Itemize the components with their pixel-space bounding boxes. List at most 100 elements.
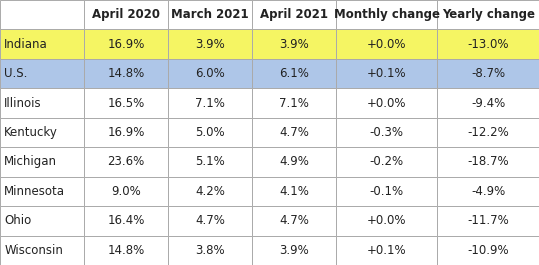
Bar — [336, 0, 438, 29]
Text: 16.9%: 16.9% — [107, 126, 144, 139]
Bar — [252, 177, 336, 206]
Text: -8.7%: -8.7% — [471, 67, 505, 80]
Bar — [84, 118, 168, 147]
Text: -0.3%: -0.3% — [370, 126, 404, 139]
Bar — [84, 59, 168, 88]
Text: -0.2%: -0.2% — [370, 156, 404, 169]
Text: 4.9%: 4.9% — [279, 156, 309, 169]
Bar — [336, 29, 438, 59]
Text: U.S.: U.S. — [4, 67, 27, 80]
Bar — [168, 236, 252, 265]
Text: March 2021: March 2021 — [171, 8, 248, 21]
Text: 3.9%: 3.9% — [279, 38, 309, 51]
Bar — [252, 118, 336, 147]
Bar — [84, 29, 168, 59]
Text: Monthly change: Monthly change — [334, 8, 440, 21]
Bar — [84, 206, 168, 236]
Bar — [438, 59, 539, 88]
Text: 14.8%: 14.8% — [107, 67, 144, 80]
Bar — [252, 206, 336, 236]
Text: -10.9%: -10.9% — [467, 244, 509, 257]
Text: -9.4%: -9.4% — [471, 96, 506, 109]
Bar — [252, 59, 336, 88]
Bar — [336, 147, 438, 177]
Text: Wisconsin: Wisconsin — [4, 244, 63, 257]
Bar — [0, 29, 84, 59]
Bar — [0, 88, 84, 118]
Bar — [336, 206, 438, 236]
Bar — [168, 206, 252, 236]
Text: Ohio: Ohio — [4, 214, 32, 227]
Bar — [336, 88, 438, 118]
Bar — [84, 147, 168, 177]
Text: 16.9%: 16.9% — [107, 38, 144, 51]
Text: 3.9%: 3.9% — [195, 38, 225, 51]
Bar — [168, 118, 252, 147]
Text: 16.4%: 16.4% — [107, 214, 144, 227]
Text: -13.0%: -13.0% — [467, 38, 509, 51]
Text: 4.1%: 4.1% — [279, 185, 309, 198]
Bar — [252, 88, 336, 118]
Bar — [252, 0, 336, 29]
Text: 6.1%: 6.1% — [279, 67, 309, 80]
Bar — [438, 236, 539, 265]
Bar — [336, 118, 438, 147]
Text: -11.7%: -11.7% — [467, 214, 509, 227]
Bar — [168, 177, 252, 206]
Text: 7.1%: 7.1% — [279, 96, 309, 109]
Bar — [0, 147, 84, 177]
Bar — [168, 29, 252, 59]
Text: 4.7%: 4.7% — [279, 214, 309, 227]
Text: +0.0%: +0.0% — [367, 96, 406, 109]
Bar — [336, 236, 438, 265]
Text: 4.2%: 4.2% — [195, 185, 225, 198]
Bar — [84, 236, 168, 265]
Text: 5.0%: 5.0% — [195, 126, 225, 139]
Bar — [252, 236, 336, 265]
Bar — [0, 0, 84, 29]
Bar — [84, 177, 168, 206]
Bar — [336, 59, 438, 88]
Text: Michigan: Michigan — [4, 156, 57, 169]
Text: -18.7%: -18.7% — [467, 156, 509, 169]
Text: 4.7%: 4.7% — [279, 126, 309, 139]
Text: Kentucky: Kentucky — [4, 126, 58, 139]
Text: April 2021: April 2021 — [260, 8, 328, 21]
Text: 3.8%: 3.8% — [195, 244, 225, 257]
Text: +0.1%: +0.1% — [367, 67, 406, 80]
Text: +0.1%: +0.1% — [367, 244, 406, 257]
Text: 3.9%: 3.9% — [279, 244, 309, 257]
Bar — [252, 147, 336, 177]
Bar — [438, 147, 539, 177]
Bar — [438, 88, 539, 118]
Bar — [0, 59, 84, 88]
Bar — [84, 88, 168, 118]
Bar — [438, 118, 539, 147]
Bar — [84, 0, 168, 29]
Bar — [0, 236, 84, 265]
Text: April 2020: April 2020 — [92, 8, 160, 21]
Text: Indiana: Indiana — [4, 38, 48, 51]
Bar — [168, 147, 252, 177]
Text: Yearly change: Yearly change — [442, 8, 535, 21]
Text: -12.2%: -12.2% — [467, 126, 509, 139]
Bar — [438, 0, 539, 29]
Text: 16.5%: 16.5% — [107, 96, 144, 109]
Bar — [0, 177, 84, 206]
Bar — [168, 0, 252, 29]
Text: 5.1%: 5.1% — [195, 156, 225, 169]
Bar — [0, 118, 84, 147]
Bar — [168, 59, 252, 88]
Text: 7.1%: 7.1% — [195, 96, 225, 109]
Text: +0.0%: +0.0% — [367, 214, 406, 227]
Bar — [252, 29, 336, 59]
Text: 23.6%: 23.6% — [107, 156, 144, 169]
Text: -4.9%: -4.9% — [471, 185, 506, 198]
Text: 6.0%: 6.0% — [195, 67, 225, 80]
Text: 4.7%: 4.7% — [195, 214, 225, 227]
Bar — [336, 177, 438, 206]
Text: 9.0%: 9.0% — [111, 185, 141, 198]
Text: 14.8%: 14.8% — [107, 244, 144, 257]
Bar — [438, 206, 539, 236]
Bar — [438, 29, 539, 59]
